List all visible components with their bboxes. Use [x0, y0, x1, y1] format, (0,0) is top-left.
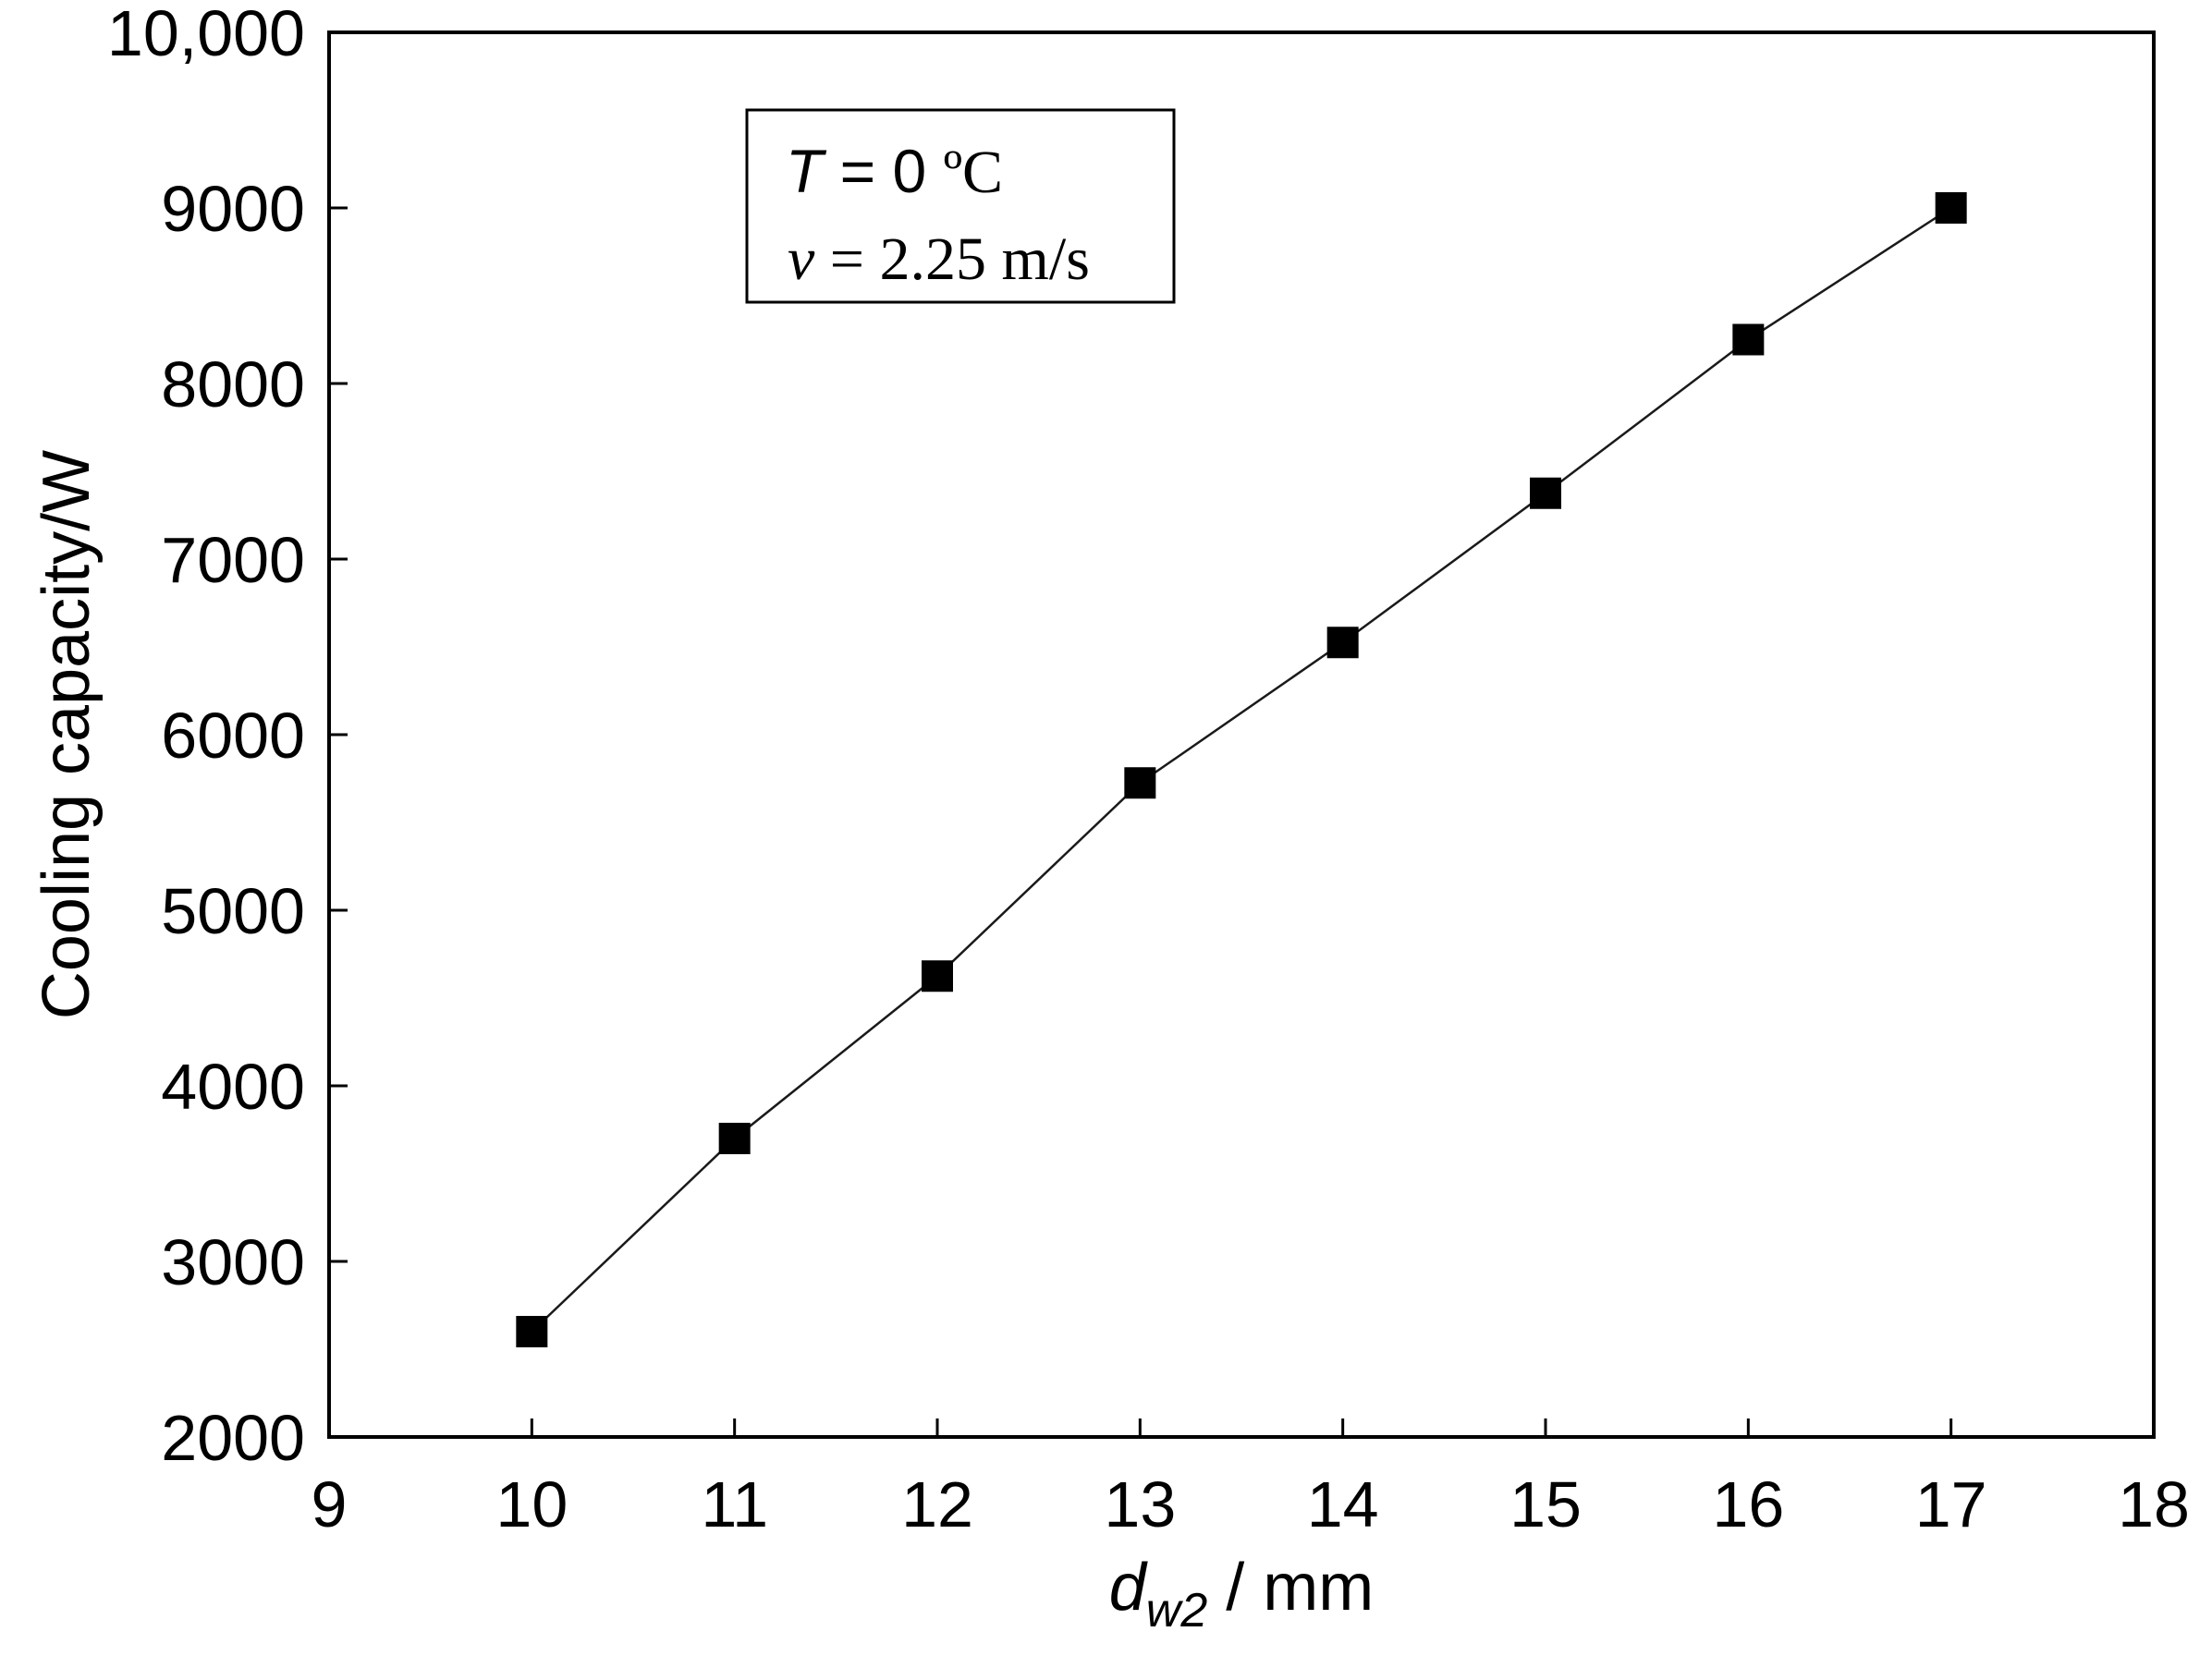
- annotation-frame: [745, 108, 1176, 304]
- y-tick-label: 8000: [161, 348, 305, 420]
- y-tick-label: 2000: [161, 1402, 305, 1474]
- x-tick-label: 12: [901, 1468, 973, 1540]
- x-tick-label: 16: [1712, 1468, 1784, 1540]
- x-tick-label: 15: [1509, 1468, 1582, 1540]
- y-tick-label: 6000: [161, 700, 305, 772]
- data-point-marker: [922, 960, 953, 992]
- data-point-marker: [1935, 192, 1967, 224]
- data-point-marker: [1326, 627, 1359, 659]
- x-tick-label: 13: [1104, 1468, 1176, 1540]
- y-tick-label: 4000: [161, 1051, 305, 1123]
- data-point-marker: [718, 1123, 751, 1154]
- data-point-marker: [516, 1316, 548, 1347]
- x-tick-label: 17: [1915, 1468, 1987, 1540]
- x-tick-label: 9: [312, 1468, 348, 1540]
- y-tick-label: 7000: [161, 524, 305, 596]
- series-line: [531, 206, 1952, 1333]
- y-axis-ticks: [329, 30, 348, 1439]
- x-axis-title-unit: / mm: [1207, 1551, 1374, 1625]
- y-tick-label: 9000: [161, 173, 305, 245]
- x-axis-title-symbol: d: [1109, 1551, 1148, 1625]
- annotation-temperature-symbol: T: [786, 137, 827, 205]
- x-axis-title-subscript: w2: [1146, 1584, 1208, 1638]
- series-cooling-capacity: [516, 192, 1967, 1347]
- x-axis-tick-labels: 9 10 11 12 13 14 15 16 17 18: [312, 1468, 2190, 1540]
- x-tick-label: 10: [495, 1468, 568, 1540]
- annotation-temperature-unit: ºC: [944, 139, 1004, 206]
- x-tick-label: 18: [2118, 1468, 2190, 1540]
- x-tick-label: 11: [701, 1468, 768, 1540]
- annotation-box: T = 0 ºC v = 2.25 m/s: [745, 108, 1176, 304]
- annotation-velocity-symbol: v: [788, 225, 815, 293]
- annotation-velocity-value: = 2.25 m/s: [814, 225, 1090, 293]
- data-point-marker: [1530, 477, 1561, 509]
- x-axis-title: dw2 / mm: [1109, 1551, 1375, 1638]
- y-tick-label: 5000: [161, 875, 305, 947]
- y-axis-title: Cooling capacity/W: [30, 450, 104, 1019]
- annotation-temperature-value: = 0: [823, 137, 943, 205]
- plot-area-frame: [327, 30, 2156, 1439]
- y-tick-label: 10,000: [107, 0, 305, 69]
- x-axis-ticks: [327, 1418, 2156, 1437]
- x-tick-label: 14: [1307, 1468, 1379, 1540]
- annotation-line-temperature: T = 0 ºC: [786, 137, 1003, 206]
- series-markers: [516, 192, 1967, 1347]
- annotation-line-velocity: v = 2.25 m/s: [788, 225, 1090, 293]
- data-point-marker: [1732, 323, 1765, 356]
- data-point-marker: [1124, 767, 1156, 799]
- y-tick-label: 3000: [161, 1226, 305, 1298]
- y-axis-tick-labels: 2000 3000 4000 5000 6000 7000 8000 9000 10,000: [107, 0, 305, 1474]
